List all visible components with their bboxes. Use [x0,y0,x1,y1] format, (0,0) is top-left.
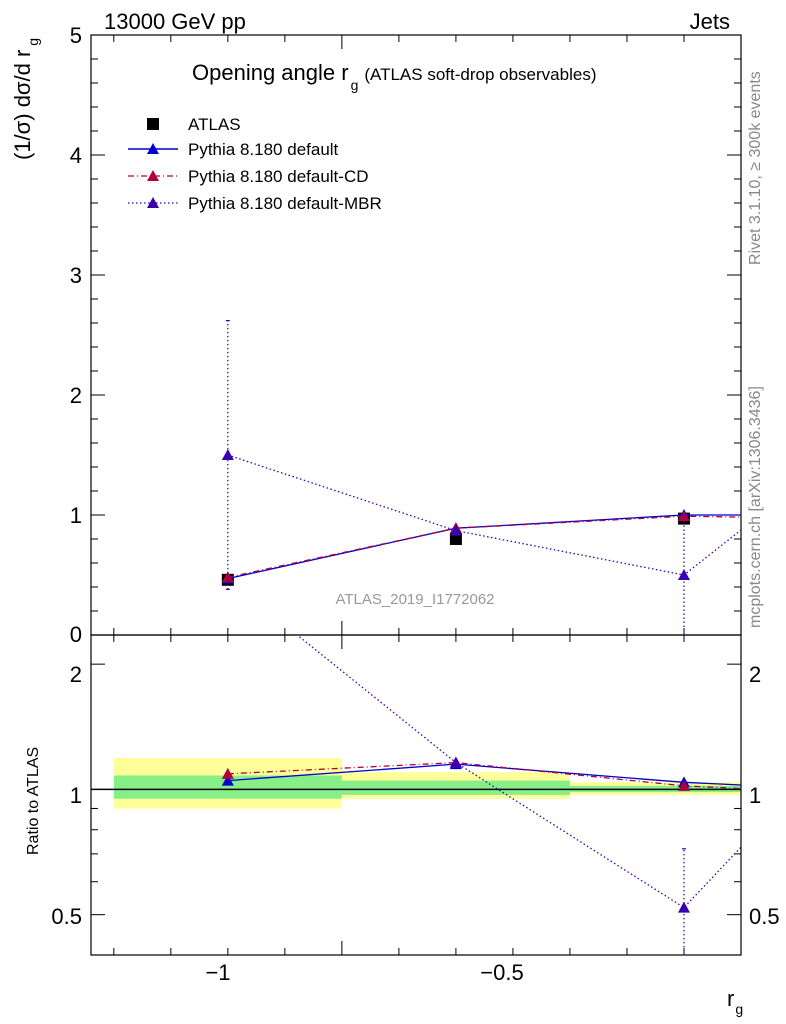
ratio-series-point-2 [677,901,690,913]
main-series-line-2 [227,454,741,576]
y-tick-label-5: 5 [70,23,82,48]
ratio-series-line-2 [296,635,741,909]
main-series-point-2 [449,524,462,536]
legend-default-mbr-label: Pythia 8.180 default-MBR [188,194,382,213]
ratio-band-inner [341,780,570,795]
chart-title-sub: g [351,77,359,93]
legend-default-label: Pythia 8.180 default [188,140,339,159]
y-axis-title-text: (1/σ) dσ/d r [10,50,35,160]
svg-text:rg: rg [727,986,743,1017]
legend-default-cd-label: Pythia 8.180 default-CD [188,167,369,186]
x-axis-title: rg [727,986,743,1017]
chart-title-text: Opening angle r [192,60,349,85]
ratio-series-point-2 [449,756,462,768]
ratio-series-line-0 [227,763,741,786]
analysis-tag: ATLAS_2019_I1772062 [335,591,494,608]
ratio-series-point-1 [221,767,234,779]
legend-item-default-cd: Pythia 8.180 default-CD [128,167,369,186]
main-y-axis-title: (1/σ) dσ/d r g [10,38,41,160]
ratio-plot-frame [90,634,742,956]
ratio-series-point-0 [221,774,234,786]
header-left-label: 13000 GeV pp [104,9,246,34]
ratio-y-axis-title: Ratio to ATLAS [25,747,42,855]
main-plot-series [221,320,741,635]
ratio-y-tick-labels: 0.5 1 2 0.5 1 2 [51,662,779,929]
y-tick-label-4: 4 [70,143,82,168]
ratio-y-tick-label-right-1: 1 [749,783,761,808]
legend-default-cd-marker [147,170,159,181]
chart-title-suffix: (ATLAS soft-drop observables) [364,65,596,84]
ratio-y-tick-label-right-2: 2 [749,662,761,687]
svg-text:Opening angle rg(ATLAS soft-dr: Opening angle r g (ATLAS soft-drop observa… [192,60,596,93]
y-axis-title-sub: g [25,38,41,46]
main-series-point-1 [677,510,690,522]
legend-item-default: Pythia 8.180 default [128,140,339,159]
x-axis-title-sub: g [735,1001,743,1017]
mcplots-label: mcplots.cern.ch [arXiv:1306.3436] [747,386,764,628]
header-right-label: Jets [690,9,730,34]
legend-item-data: ATLAS [147,115,241,134]
y-tick-label-3: 3 [70,263,82,288]
x-tick-label-minus1: −1 [205,960,230,985]
legend-item-default-mbr: Pythia 8.180 default-MBR [128,194,382,213]
ratio-y-tick-label-left-1: 1 [70,783,82,808]
atlas-data-point [449,533,462,545]
svg-text:(1/σ) dσ/d rg: (1/σ) dσ/d r g [10,38,41,160]
ratio-band-inner [113,775,342,799]
legend-default-marker [147,143,159,154]
legend-data-marker [147,118,159,130]
ratio-series-point-1 [677,779,690,791]
y-tick-label-1: 1 [70,503,82,528]
main-y-tick-labels: 0 1 2 3 4 5 [70,23,82,647]
x-axis-title-text: r [727,986,734,1011]
ratio-y-tick-label-right-0.5: 0.5 [749,904,780,929]
rivet-label: Rivet 3.1.10, ≥ 300k events [747,71,764,265]
ratio-uncertainty-bands [91,757,741,809]
legend: ATLAS Pythia 8.180 default Pythia 8.180 … [128,115,382,213]
main-series-line-1 [227,515,741,579]
legend-default-mbr-marker [147,197,159,208]
y-tick-label-0: 0 [70,622,82,647]
y-tick-label-2: 2 [70,383,82,408]
x-tick-label-minus0.5: −0.5 [480,960,523,985]
ratio-y-tick-label-left-2: 2 [70,662,82,687]
legend-data-label: ATLAS [188,115,241,134]
ratio-y-tick-label-left-0.5: 0.5 [51,904,82,929]
main-series-point-2 [221,449,234,460]
main-series-line-0 [227,514,741,580]
ratio-plot-series [221,635,741,955]
chart-title: Opening angle r g (ATLAS soft-drop observa… [192,60,596,93]
main-series-point-2 [677,569,690,580]
